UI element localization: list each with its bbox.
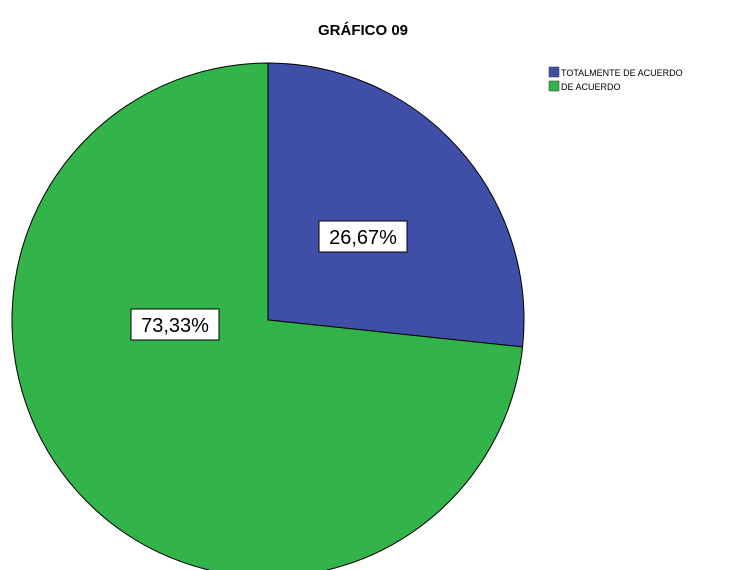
pie-slices [11, 62, 525, 570]
slice-label-box [318, 220, 408, 253]
pie-slice-1 [267, 62, 525, 348]
legend-label-1: TOTALMENTE DE ACUERDO [561, 68, 683, 78]
legend-label-2: DE ACUERDO [561, 82, 621, 92]
slice-label-box [130, 308, 220, 341]
slice-percent-label: 26,67% [329, 227, 397, 249]
slice-labels: 26,67% 73,33% [130, 220, 408, 341]
slice-label-2: 73,33% [130, 308, 220, 341]
legend: TOTALMENTE DE ACUERDO DE ACUERDO [548, 66, 683, 92]
chart-title: GRÁFICO 09 [318, 22, 408, 39]
slice-percent-label: 73,33% [141, 315, 209, 337]
pie-slice-2 [11, 62, 524, 570]
legend-swatch-1 [548, 66, 560, 78]
slice-label-1: 26,67% [318, 220, 408, 253]
legend-swatch-2 [548, 80, 560, 92]
